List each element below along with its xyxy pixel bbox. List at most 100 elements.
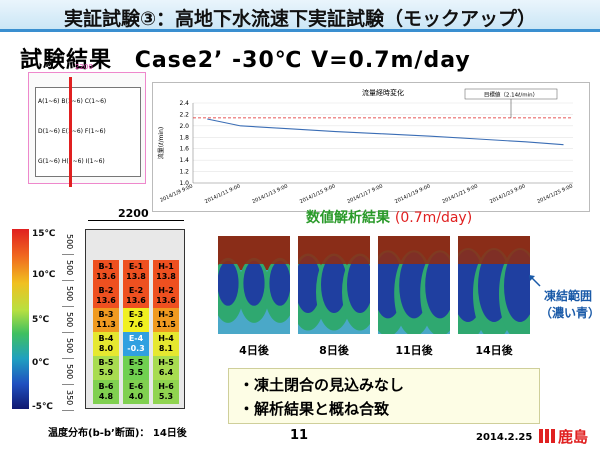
cell-value: 5.9 bbox=[98, 368, 114, 377]
simulation-image-day4 bbox=[218, 236, 290, 334]
analysis-title-text: 数値解析結果 bbox=[306, 210, 390, 226]
temperature-cell: H-2 13.6 bbox=[153, 284, 179, 308]
cell-id: H-4 bbox=[158, 334, 174, 343]
cell-id: E-3 bbox=[128, 310, 144, 319]
flow-series-line bbox=[207, 118, 564, 146]
slide-subtitle: 試験結果 Case2’ -30℃ V=0.7m/day bbox=[20, 42, 471, 74]
temperature-cell: B-2 13.6 bbox=[93, 284, 119, 308]
chart-title: 流量経時変化 bbox=[362, 88, 404, 97]
y-tick-label: 1.4 bbox=[179, 157, 189, 164]
company-logo-icon bbox=[539, 429, 555, 443]
x-tick-label: 2014/1/17 9:00 bbox=[346, 183, 383, 205]
target-box bbox=[464, 88, 558, 100]
y-axis-label: 流量(ℓ/min) bbox=[157, 127, 165, 160]
company-name: 鹿島 bbox=[558, 428, 589, 446]
depth-label: 500 bbox=[62, 333, 74, 359]
y-tick-label: 1.2 bbox=[179, 169, 189, 176]
company-logo: 鹿島 bbox=[538, 426, 598, 446]
cell-id: E-2 bbox=[128, 286, 144, 295]
x-tick-label: 2014/1/19 9:00 bbox=[394, 183, 431, 205]
cell-value: 13.6 bbox=[126, 296, 146, 305]
page-number: 11 bbox=[290, 428, 309, 443]
section-dimension-line bbox=[88, 220, 184, 221]
cell-value: 3.5 bbox=[128, 368, 144, 377]
cell-value: 5.3 bbox=[158, 392, 174, 401]
legend-label: 15℃ bbox=[32, 229, 56, 239]
legend-label: 10℃ bbox=[32, 270, 56, 280]
cell-id: E-5 bbox=[128, 358, 144, 367]
flow-chart: 流量経時変化 流量(ℓ/min) 2.4 2.2 2.0 1.8 1.6 1.4 1.2 1.0 2… bbox=[152, 82, 590, 212]
simulation-svg bbox=[298, 236, 370, 334]
cell-id: H-1 bbox=[158, 262, 174, 271]
cell-value: 13.8 bbox=[126, 272, 146, 281]
cell-id: B-2 bbox=[98, 286, 114, 295]
depth-column: 500 500 500 500 500 500 350 bbox=[62, 229, 74, 411]
temperature-cell: E-6 4.0 bbox=[123, 380, 149, 404]
temperature-cell: B-5 5.9 bbox=[93, 356, 119, 380]
flow-chart-svg: 流量経時変化流量(ℓ/min)2.42.22.01.81.61.41.21.02… bbox=[157, 88, 574, 205]
cell-id: H-2 bbox=[158, 286, 174, 295]
temperature-cell: B-6 4.8 bbox=[93, 380, 119, 404]
cell-id: B-1 bbox=[98, 262, 114, 271]
cell-value: 11.5 bbox=[156, 320, 176, 329]
cell-value: 7.6 bbox=[128, 320, 144, 329]
cell-value: -0.3 bbox=[127, 344, 145, 353]
temperature-legend-bar bbox=[12, 229, 29, 409]
y-tick-label: 2.4 bbox=[179, 100, 189, 107]
legend-label: 5℃ bbox=[32, 315, 50, 325]
cell-id: B-5 bbox=[98, 358, 114, 367]
cell-id: E-1 bbox=[128, 262, 144, 271]
temperature-cell: E-3 7.6 bbox=[123, 308, 149, 332]
cell-value: 6.4 bbox=[158, 368, 174, 377]
conclusion-item: ・解析結果と概ね合致 bbox=[239, 400, 390, 418]
plan-grid: A(1~6) B(1~6) C(1~6) D(1~6) E(1~6) F(1~6… bbox=[35, 87, 141, 177]
cell-value: 8.0 bbox=[98, 344, 114, 353]
temperature-cell: B-4 8.0 bbox=[93, 332, 119, 356]
depth-label: 500 bbox=[62, 229, 74, 255]
legend-label: -5℃ bbox=[32, 402, 53, 412]
y-tick-label: 1.0 bbox=[179, 180, 189, 187]
x-tick-label: 2014/1/11 9:00 bbox=[204, 183, 241, 205]
simulation-image-day11 bbox=[378, 236, 450, 334]
temperature-cell: H-6 5.3 bbox=[153, 380, 179, 404]
plan-row: A(1~6) B(1~6) C(1~6) bbox=[38, 98, 107, 105]
cell-value: 13.6 bbox=[96, 272, 116, 281]
temperature-cell: E-2 13.6 bbox=[123, 284, 149, 308]
x-tick-label: 2014/1/23 9:00 bbox=[489, 183, 526, 205]
target-label: 目標値（2.14ℓ/min） bbox=[484, 91, 538, 99]
temperature-cell: E-5 3.5 bbox=[123, 356, 149, 380]
plan-view: 2200 A(1~6) B(1~6) C(1~6) D(1~6) E(1~6) … bbox=[28, 63, 146, 187]
temperature-cell: B-1 13.6 bbox=[93, 260, 119, 284]
temperature-cell: H-4 8.1 bbox=[153, 332, 179, 356]
day-label: 14日後 bbox=[475, 344, 513, 357]
y-tick-label: 1.6 bbox=[179, 146, 189, 153]
footer-date: 2014.2.25 bbox=[476, 432, 533, 443]
cell-value: 11.3 bbox=[96, 320, 116, 329]
x-tick-label: 2014/1/21 9:00 bbox=[441, 183, 478, 205]
depth-label: 500 bbox=[62, 359, 74, 385]
depth-label: 350 bbox=[62, 385, 74, 411]
section-line-red bbox=[69, 77, 72, 187]
y-tick-label: 2.0 bbox=[179, 123, 189, 130]
cell-id: H-5 bbox=[158, 358, 174, 367]
y-tick-label: 2.2 bbox=[179, 111, 189, 118]
simulation-svg bbox=[378, 236, 450, 334]
cell-id: E-4 bbox=[128, 334, 144, 343]
x-tick-label: 2014/1/9 9:00 bbox=[159, 183, 194, 203]
temperature-cell: B-3 11.3 bbox=[93, 308, 119, 332]
slide-title: 実証試験③：高地下水流速下実証試験（モックアップ） bbox=[63, 8, 537, 30]
cell-value: 4.8 bbox=[98, 392, 114, 401]
frozen-range-label: 凍結範囲 （濃い青） bbox=[540, 287, 600, 321]
cell-id: H-6 bbox=[158, 382, 174, 391]
depth-label: 500 bbox=[62, 255, 74, 281]
temperature-cell: H-5 6.4 bbox=[153, 356, 179, 380]
temperature-section: B-1 13.6 E-1 13.8 H-1 13.8 B-2 13.6 E-2 13.6 H-2 13… bbox=[85, 229, 185, 409]
analysis-title: 数値解析結果 (0.7m/day) bbox=[306, 207, 472, 227]
cell-value: 13.8 bbox=[156, 272, 176, 281]
temperature-cell: E-1 13.8 bbox=[123, 260, 149, 284]
simulation-svg bbox=[458, 236, 530, 334]
frozen-range-line2: （濃い青） bbox=[540, 306, 600, 320]
frozen-range-line1: 凍結範囲 bbox=[543, 289, 592, 303]
day-label: 8日後 bbox=[319, 344, 349, 357]
x-tick-label: 2014/1/13 9:00 bbox=[251, 183, 288, 205]
